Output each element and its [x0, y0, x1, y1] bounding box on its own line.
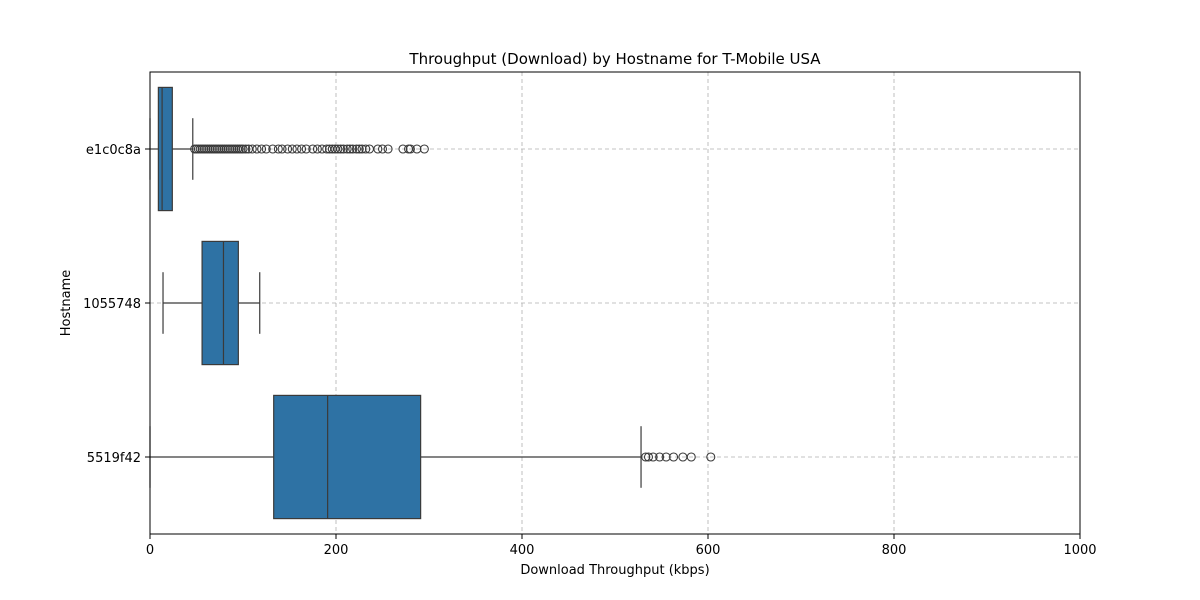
outlier-point	[641, 452, 651, 462]
outlier-point	[297, 144, 307, 154]
outlier-point	[648, 452, 658, 462]
outlier-point	[354, 144, 364, 154]
outlier-point	[312, 144, 322, 154]
outlier-point	[283, 144, 293, 154]
y-axis-ticks: e1c0c8a 1055748 5519f42	[83, 143, 150, 466]
x-tick-label: 600	[696, 543, 721, 558]
iqr-box	[273, 394, 422, 520]
outlier-point	[351, 144, 362, 154]
outlier-point	[257, 144, 267, 154]
x-tick-label: 400	[510, 543, 535, 558]
outlier-point	[405, 144, 415, 154]
x-tick-label: 0	[146, 543, 154, 558]
iqr-box	[201, 240, 239, 366]
outlier-point	[706, 452, 716, 462]
outlier-point	[301, 144, 311, 154]
outlier-point	[338, 144, 348, 154]
x-tick-label: 800	[882, 543, 907, 558]
x-tick-label: 200	[324, 543, 349, 558]
x-tick-label: 1000	[1063, 543, 1096, 558]
outlier-point	[348, 144, 358, 154]
outlier-point	[357, 144, 367, 154]
outlier-point	[336, 144, 346, 154]
outlier-point	[268, 144, 278, 154]
outlier-point	[273, 144, 283, 154]
boxes-layer	[149, 86, 716, 520]
outlier-point	[655, 452, 665, 462]
outlier-point	[377, 144, 388, 154]
x-axis-ticks: 0 200 400 600 800 1000	[146, 534, 1097, 558]
outlier-point	[333, 144, 343, 154]
outlier-point	[686, 452, 696, 462]
outlier-point	[277, 144, 287, 154]
y-axis-label: Hostname	[59, 270, 74, 336]
outlier-point	[261, 144, 271, 154]
outlier-point	[383, 144, 393, 154]
iqr-box	[157, 86, 173, 212]
x-axis-label: Download Throughput (kbps)	[520, 563, 709, 578]
outlier-point	[419, 144, 429, 154]
outlier-point	[342, 144, 352, 154]
outlier-point	[252, 144, 262, 154]
outlier-point	[317, 144, 327, 154]
y-tick-label: e1c0c8a	[86, 143, 141, 158]
outlier-point	[669, 452, 679, 462]
outlier-point	[398, 144, 408, 154]
outlier-point	[247, 144, 257, 154]
outlier-point	[308, 144, 318, 154]
outlier-point	[373, 144, 383, 154]
outlier-point	[643, 452, 654, 462]
outlier-point	[292, 144, 302, 154]
outlier-point	[661, 452, 671, 462]
outlier-point	[412, 144, 422, 154]
outlier-point	[287, 144, 297, 154]
chart-title: Throughput (Download) by Hostname for T-…	[408, 50, 821, 68]
outlier-point	[238, 144, 248, 154]
outlier-point	[241, 144, 251, 154]
outlier-point	[345, 144, 355, 154]
outlier-point	[361, 144, 371, 154]
y-tick-label: 5519f42	[87, 451, 141, 466]
y-tick-label: 1055748	[83, 297, 141, 312]
